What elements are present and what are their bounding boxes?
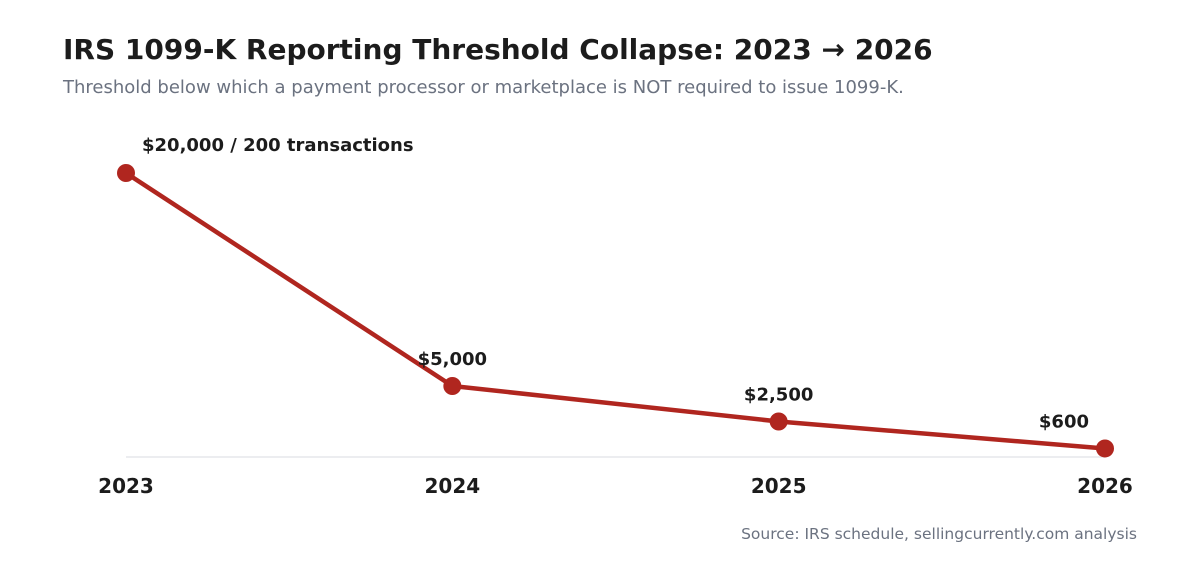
x-tick-label-2024: 2024	[424, 474, 480, 498]
data-point-2023	[117, 164, 135, 182]
chart-title: IRS 1099-K Reporting Threshold Collapse:…	[63, 33, 933, 66]
x-tick-label-2023: 2023	[98, 474, 154, 498]
data-point-2025	[769, 412, 788, 431]
x-tick-label-2025: 2025	[751, 474, 807, 498]
data-label-2026: $600	[1039, 411, 1089, 432]
data-point-2024	[443, 377, 462, 395]
data-point-2026	[1096, 439, 1114, 458]
source-note: Source: IRS schedule, sellingcurrently.c…	[741, 525, 1137, 543]
data-label-2024: $5,000	[418, 349, 487, 370]
series-line	[123, 170, 1108, 451]
data-label-2023: $20,000 / 200 transactions	[142, 135, 414, 156]
data-label-2025: $2,500	[744, 385, 813, 406]
x-tick-label-2026: 2026	[1077, 474, 1133, 498]
chart-subtitle: Threshold below which a payment processo…	[63, 77, 904, 98]
